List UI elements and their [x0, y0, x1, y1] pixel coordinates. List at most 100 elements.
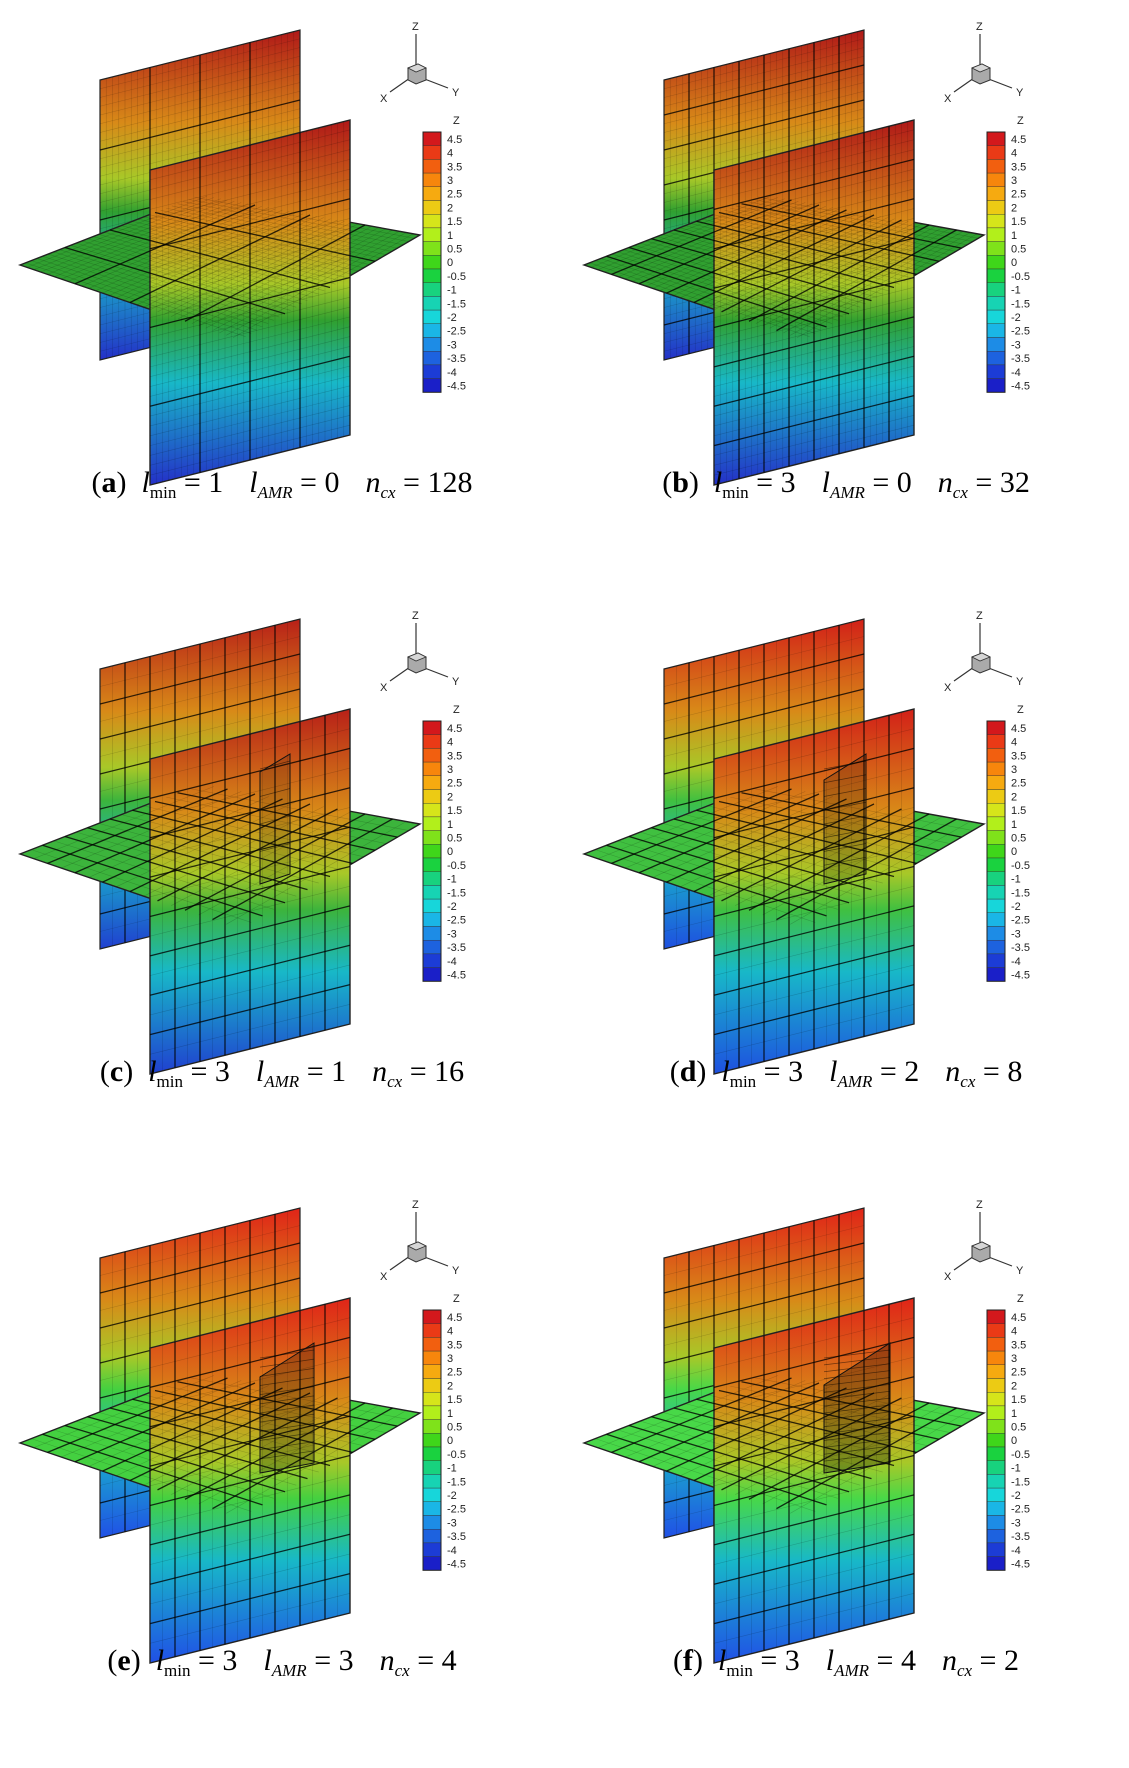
caption-d: (d) lmin = 3 lAMR = 2 ncx = 8 — [669, 1055, 1023, 1091]
colorbar-tick-label: -3 — [1011, 339, 1021, 351]
colorbar-tick-label: 4.5 — [447, 723, 462, 735]
colorbar-cell — [986, 268, 1006, 283]
colorbar-cell — [422, 186, 442, 201]
colorbar-cell — [422, 857, 442, 872]
colorbar-cell — [422, 953, 442, 968]
eq: = — [756, 466, 774, 499]
colorbar-cell — [986, 323, 1006, 338]
colorbar-cell — [986, 830, 1006, 845]
mesh-plot-e: Z X Y Z 4.5 43.5 3 2.52 1.5 10.5 0 -0.5 -1-1.5 -2 -2.5… — [17, 1199, 466, 1664]
sym-l2: l — [249, 466, 258, 499]
colorbar-tick-label: 4.5 — [447, 134, 462, 146]
colorbar-tick-label: -2 — [1011, 312, 1021, 324]
colorbar-cell — [986, 1487, 1006, 1503]
sym-cx: cx — [394, 1661, 410, 1680]
colorbar-tick-label: 1.5 — [447, 805, 462, 817]
colorbar-cell — [422, 296, 442, 311]
val-lmin: 3 — [784, 1644, 800, 1677]
colorbar-tick-label: -3 — [1011, 1517, 1021, 1529]
sym-cx: cx — [380, 483, 396, 502]
colorbar-cell — [986, 1528, 1006, 1544]
colorbar-cell — [986, 926, 1006, 941]
sym-cx: cx — [960, 1072, 976, 1091]
colorbar-tick-label: -0.5 — [1011, 1449, 1030, 1461]
colorbar-cell — [422, 1323, 442, 1338]
colorbar-tick-label: 2 — [447, 791, 453, 803]
colorbar-tick-label: 0.5 — [447, 243, 462, 255]
mesh-plot-a: Z X Y Z 4.5 43.5 3 2.52 1.5 10.5 0 -0.5 -1-1.5 -2 -2.5… — [17, 21, 466, 486]
colorbar-title: Z — [1017, 115, 1024, 127]
sym-n: n — [945, 1055, 961, 1088]
colorbar-cell — [422, 1378, 442, 1393]
colorbar-tick-label: 4 — [1011, 148, 1017, 160]
sym-n: n — [372, 1055, 388, 1088]
colorbar-cell — [986, 816, 1006, 831]
colorbar-tick-label: 1.5 — [447, 1394, 462, 1406]
colorbar-tick-label: 0 — [447, 846, 453, 858]
colorbar-tick-label: -4.5 — [447, 1558, 466, 1570]
colorbar-tick-label: 2.5 — [447, 189, 462, 201]
val-lmin: 3 — [222, 1644, 238, 1677]
colorbar-tick-label: -3.5 — [447, 942, 466, 954]
colorbar-cell — [986, 255, 1006, 270]
colorbar-cell — [422, 1556, 442, 1571]
val-lmin: 1 — [208, 466, 224, 499]
sym-n: n — [365, 466, 381, 499]
colorbar-cell — [986, 172, 1006, 187]
axes-triad-icon: Z X Y — [380, 610, 460, 694]
colorbar-cell — [422, 844, 442, 859]
colorbar-tick-label: -0.5 — [447, 1449, 466, 1461]
colorbar-cell — [986, 1556, 1006, 1571]
colorbar-cell — [422, 1391, 442, 1407]
colorbar-title: Z — [453, 1293, 460, 1305]
axes-triad-icon: Z X Y — [944, 21, 1024, 105]
colorbar-tick-label: -2.5 — [447, 915, 466, 927]
colorbar-cell — [422, 967, 442, 982]
val-lamr: 4 — [900, 1644, 916, 1677]
colorbar-cell — [422, 1460, 442, 1475]
mesh-plot-b: Z X Y Z 4.5 43.5 3 2.52 1.5 10.5 0 -0.5 -1-1.5 -2 -2.5… — [581, 21, 1030, 486]
refined-region — [823, 1342, 891, 1474]
colorbar-cell — [986, 1515, 1006, 1530]
panel-b: Z X Y Z 4.5 4 3.5 3 2.5 2 1.5 1 0.5 0 -0.5 -1 -1.5 -2 -2.5… — [564, 0, 1128, 589]
colorbar-tick-label: 4 — [447, 1326, 453, 1338]
colorbar-cell — [422, 282, 442, 297]
colorbar-tick-label: -4.5 — [447, 969, 466, 981]
colorbar-tick-label: -3.5 — [1011, 353, 1030, 365]
axes-triad-icon: Z X Y — [380, 1199, 460, 1283]
colorbar-cell — [986, 761, 1006, 776]
colorbar-tick-label: 0.5 — [1011, 1421, 1026, 1433]
colorbar-tick-label: 1 — [1011, 230, 1017, 242]
colorbar-cell — [986, 1337, 1006, 1352]
colorbar-tick-label: 0.5 — [1011, 832, 1026, 844]
triad-x-label: X — [380, 93, 388, 105]
colorbar-cell — [422, 378, 442, 393]
colorbar-cell — [422, 1405, 442, 1420]
colorbar-cell — [986, 1419, 1006, 1434]
val-lmin: 3 — [214, 1055, 230, 1088]
val-ncx: 128 — [427, 466, 473, 499]
caption-b: (b) lmin = 3 lAMR = 0 ncx = 32 — [662, 466, 1030, 502]
colorbar-tick-label: -1.5 — [447, 887, 466, 899]
sym-n: n — [941, 1644, 957, 1677]
colorbar-tick-label: -4.5 — [1011, 1558, 1030, 1570]
colorbar-tick-label: -3 — [1011, 928, 1021, 940]
colorbar-tick-label: 4.5 — [447, 1312, 462, 1324]
val-lmin: 3 — [780, 466, 796, 499]
colorbar-tick-label: 4 — [447, 148, 453, 160]
colorbar-cell — [422, 1542, 442, 1557]
eq: = — [190, 1055, 208, 1088]
colorbar-title: Z — [453, 115, 460, 127]
colorbar-tick-label: -2 — [447, 1490, 457, 1502]
colorbar-tick-label: 0 — [1011, 846, 1017, 858]
colorbar-cell — [422, 802, 442, 818]
colorbar-cell — [422, 926, 442, 941]
sym-l2: l — [255, 1055, 265, 1088]
colorbar-tick-label: -1 — [447, 285, 457, 297]
colorbar-cell — [986, 1350, 1006, 1365]
colorbar-tick-label: -2 — [1011, 1490, 1021, 1502]
colorbar-tick-label: -2.5 — [447, 1504, 466, 1516]
colorbar-tick-label: 2 — [447, 1380, 453, 1392]
colorbar-tick-label: -1 — [447, 1463, 457, 1475]
val-ncx: 8 — [1007, 1055, 1023, 1088]
